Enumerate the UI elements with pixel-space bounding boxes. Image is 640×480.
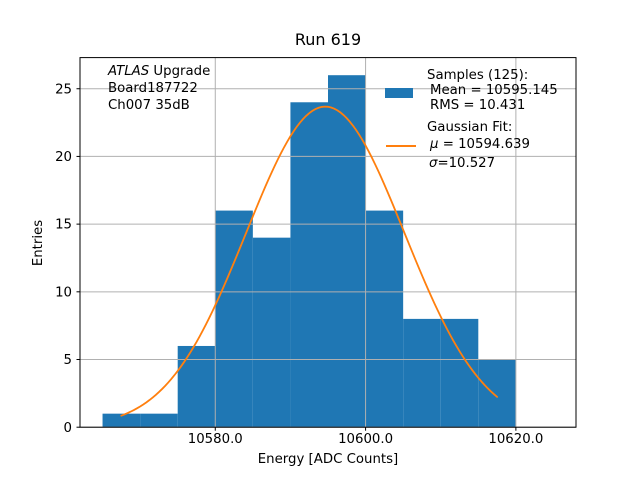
y-tick-label: 5 — [64, 353, 72, 368]
y-axis-label: Entries — [31, 219, 46, 267]
mu-number: = 10594.639 — [438, 137, 530, 152]
annotation-channel: Ch007 35dB — [108, 97, 190, 113]
y-tick-label: 25 — [55, 82, 72, 97]
y-tick-label: 0 — [64, 421, 72, 436]
histogram-bar — [365, 210, 404, 428]
chart-title: Run 619 — [294, 30, 362, 49]
y-tick-label: 20 — [55, 150, 72, 165]
histogram-bar — [177, 345, 216, 428]
histogram-bar — [328, 75, 366, 428]
histogram-bar — [215, 210, 253, 428]
gaussian-fit-curve — [120, 105, 498, 417]
histogram-bar — [102, 413, 141, 428]
histogram-bar — [290, 102, 328, 428]
histogram-bar — [140, 413, 178, 428]
legend-samples-header: Samples (125): — [427, 68, 529, 83]
x-tick-label: 10600.0 — [338, 432, 393, 447]
y-tick-label: 10 — [55, 285, 72, 300]
x-tick-label: 10620.0 — [488, 432, 543, 447]
annotation-block: ATLAS Upgrade Board187722 Ch007 35dB — [108, 64, 210, 114]
y-tick-label: 15 — [55, 218, 72, 233]
x-tick-label: 10580.0 — [188, 432, 243, 447]
legend-sigma-value: σ=10.527 — [429, 157, 495, 171]
x-axis-label: Energy [ADC Counts] — [257, 452, 399, 467]
annotation-upgrade: Upgrade — [149, 64, 211, 79]
histogram-bar — [403, 318, 441, 428]
histogram-bar — [440, 318, 479, 428]
legend-mean-value: Mean = 10595.145 — [430, 83, 558, 98]
legend-fit-header: Gaussian Fit: — [427, 120, 513, 135]
histogram-bar — [478, 359, 516, 428]
annotation-atlas: ATLAS — [108, 64, 150, 79]
sigma-symbol: σ — [429, 156, 438, 171]
sigma-number: =10.527 — [437, 156, 496, 171]
legend-fit-line-swatch — [386, 145, 416, 147]
legend-mu-value: μ = 10594.639 — [430, 138, 530, 152]
axes-border — [79, 57, 577, 428]
legend-rms-value: RMS = 10.431 — [430, 98, 526, 113]
legend-histogram-swatch — [385, 88, 413, 98]
annotation-board: Board187722 — [108, 80, 198, 96]
histogram-bar — [252, 237, 291, 428]
mu-symbol: μ — [430, 137, 439, 152]
